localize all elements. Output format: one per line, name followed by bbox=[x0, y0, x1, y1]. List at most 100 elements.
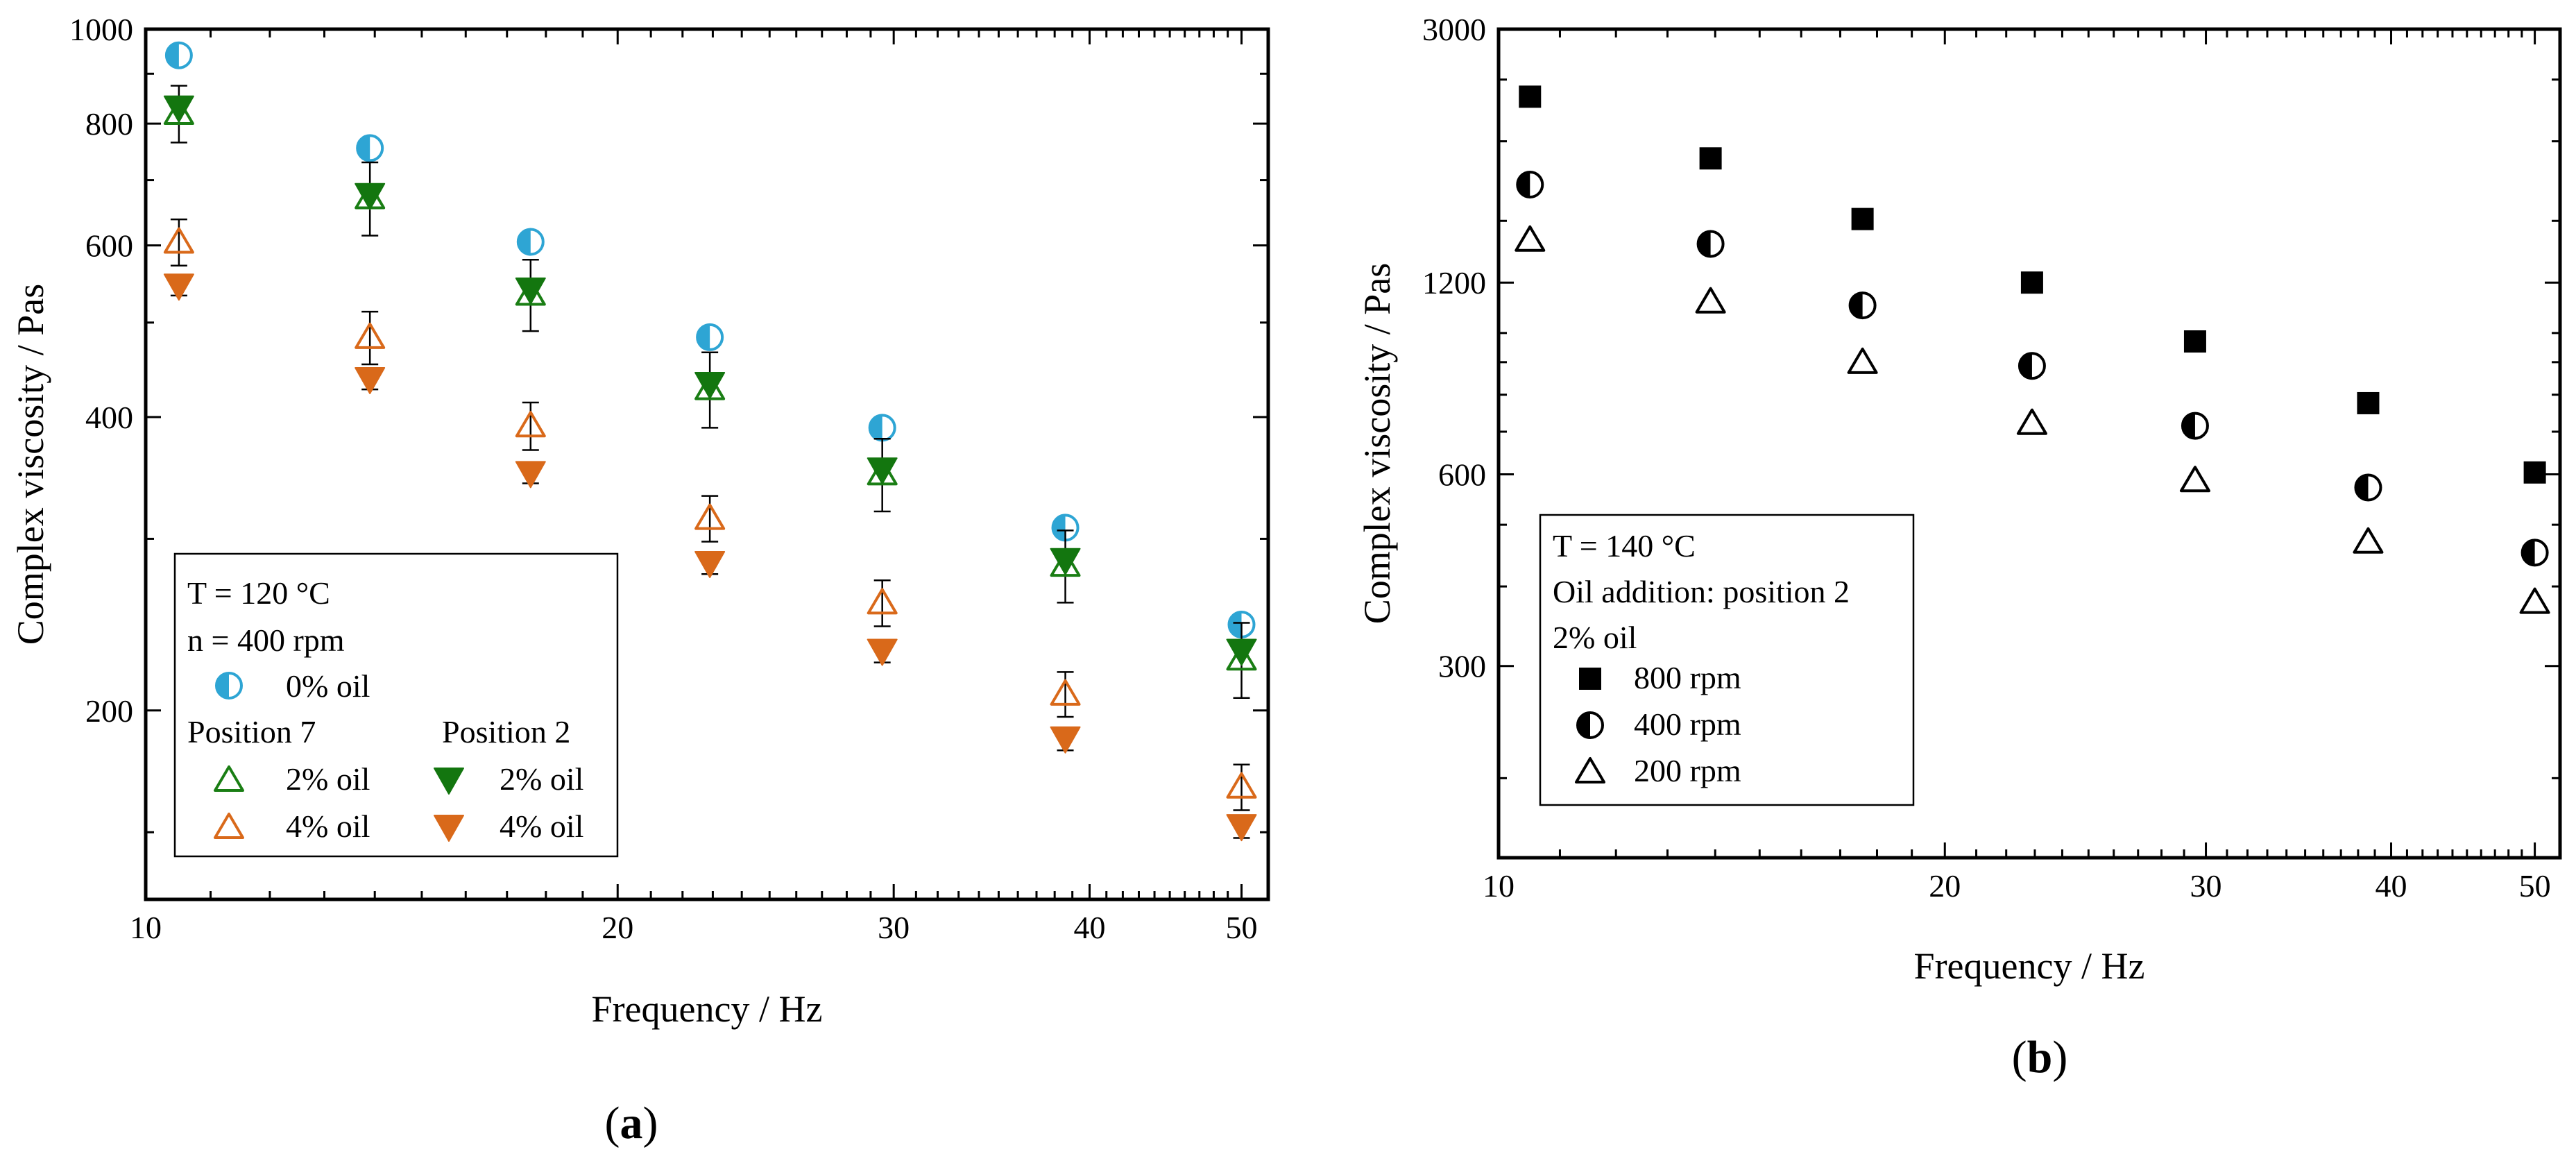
plot-frame bbox=[144, 27, 1270, 901]
error-bar bbox=[361, 310, 379, 366]
panel-label-open: ( bbox=[605, 1098, 620, 1149]
x-tick-label: 20 bbox=[602, 910, 633, 945]
x-axis-title: Frequency / Hz bbox=[592, 988, 823, 1030]
series-2-oil bbox=[163, 95, 1257, 666]
data-point bbox=[163, 99, 194, 126]
panel-label-open: ( bbox=[2012, 1032, 2027, 1083]
x-tick-label: 30 bbox=[2190, 868, 2222, 904]
y-tick-label: 200 bbox=[85, 693, 133, 729]
x-tick-label: 40 bbox=[2375, 868, 2407, 904]
data-point bbox=[1699, 147, 1722, 170]
error-bar bbox=[522, 401, 539, 451]
y-tick-label: 300 bbox=[1438, 649, 1486, 684]
y-tick-label: 1000 bbox=[69, 12, 133, 47]
data-point bbox=[163, 273, 194, 301]
series-0-oil bbox=[164, 41, 1256, 638]
legend-label: 4% oil bbox=[286, 808, 370, 844]
axes-panel-b: 10 20 30 40 50 300 600 1200 3000 Frequency / Hz Co… bbox=[1356, 12, 2562, 1083]
data-point bbox=[2179, 466, 2210, 493]
error-bar bbox=[873, 579, 891, 627]
legend-title-line: n = 400 rpm bbox=[187, 622, 345, 658]
legend-title-line: 2% oil bbox=[1553, 620, 1637, 655]
data-point bbox=[515, 461, 546, 489]
y-tick-label: 3000 bbox=[1422, 12, 1486, 47]
plot-frame bbox=[1496, 27, 2562, 860]
series-200-rpm bbox=[1515, 225, 2550, 614]
data-point bbox=[1851, 207, 1874, 230]
data-point bbox=[516, 228, 545, 256]
y-tick-label: 600 bbox=[1438, 457, 1486, 492]
x-tick-label: 50 bbox=[2519, 868, 2551, 904]
data-point bbox=[1051, 514, 1080, 542]
data-point bbox=[867, 638, 898, 666]
legend-marker bbox=[1575, 757, 1605, 783]
legend-panel-a: T = 120 °C n = 400 rpm 0% oil Position 7 Pos… bbox=[173, 552, 619, 858]
data-point bbox=[1050, 550, 1081, 577]
data-panel-b bbox=[1515, 85, 2550, 614]
data-point bbox=[868, 414, 896, 442]
legend-title-line: T = 120 °C bbox=[187, 575, 330, 611]
series-4-oil bbox=[163, 218, 1257, 811]
legend-box bbox=[173, 552, 619, 858]
data-point bbox=[1226, 814, 1257, 842]
data-point bbox=[355, 322, 386, 349]
legend-marker bbox=[214, 765, 244, 792]
data-point bbox=[1515, 225, 1546, 252]
y-tick-label: 600 bbox=[85, 228, 133, 264]
legend-group-header: Position 7 bbox=[187, 714, 316, 749]
x-tick-label: 10 bbox=[1483, 868, 1515, 904]
data-point bbox=[2016, 408, 2047, 435]
data-point bbox=[1050, 679, 1081, 706]
data-point bbox=[867, 457, 898, 485]
data-point bbox=[2357, 391, 2380, 414]
x-axis-title: Frequency / Hz bbox=[1914, 945, 2145, 987]
legend-label: 0% oil bbox=[286, 668, 370, 704]
axes-panel-a: 10 20 30 40 50 200 400 600 800 1000 Frequency / Hz… bbox=[10, 12, 1270, 1149]
legend-marker bbox=[434, 768, 464, 795]
legend-marker bbox=[434, 815, 464, 842]
data-point bbox=[1695, 287, 1726, 314]
legend-marker bbox=[214, 813, 244, 839]
y-tick-label: 400 bbox=[85, 400, 133, 435]
data-point bbox=[355, 366, 386, 394]
x-tick-label: 30 bbox=[878, 910, 910, 945]
legend-label: 400 rpm bbox=[1634, 706, 1741, 742]
error-bar bbox=[170, 218, 187, 267]
data-point bbox=[867, 588, 898, 615]
data-point bbox=[356, 134, 384, 162]
legend-label: 200 rpm bbox=[1634, 753, 1741, 788]
data-point bbox=[1516, 171, 1544, 199]
legend-title-line: Oil addition: position 2 bbox=[1553, 574, 1850, 609]
data-point bbox=[163, 227, 194, 254]
panel-label: (a) bbox=[605, 1098, 658, 1149]
legend-label: 4% oil bbox=[500, 808, 583, 844]
legend-label: 800 rpm bbox=[1634, 660, 1741, 695]
data-point bbox=[696, 323, 724, 351]
data-point bbox=[2018, 352, 2046, 380]
data-point bbox=[2523, 461, 2546, 484]
y-axis-title: Complex viscosity / Pas bbox=[10, 284, 51, 645]
data-point bbox=[2353, 527, 2384, 554]
data-point bbox=[1226, 644, 1257, 671]
data-point bbox=[1848, 291, 1877, 320]
y-tick-label: 1200 bbox=[1422, 265, 1486, 300]
data-point bbox=[515, 411, 546, 438]
x-tick-label: 10 bbox=[130, 910, 162, 945]
data-point bbox=[694, 551, 726, 579]
data-point bbox=[1519, 85, 1542, 108]
data-point bbox=[515, 277, 546, 305]
legend-marker bbox=[215, 672, 243, 700]
data-point bbox=[694, 503, 726, 530]
series-4-oil bbox=[163, 273, 1257, 842]
data-point bbox=[1050, 548, 1081, 575]
data-point bbox=[2519, 587, 2550, 614]
data-point bbox=[355, 183, 386, 210]
legend-title-line: T = 140 °C bbox=[1553, 528, 1696, 563]
legend-label: 2% oil bbox=[500, 761, 583, 797]
data-point bbox=[2181, 412, 2209, 440]
error-bar bbox=[1233, 763, 1250, 811]
panel-label-letter: a bbox=[620, 1098, 643, 1149]
data-point bbox=[2520, 539, 2549, 567]
data-point bbox=[164, 41, 193, 69]
